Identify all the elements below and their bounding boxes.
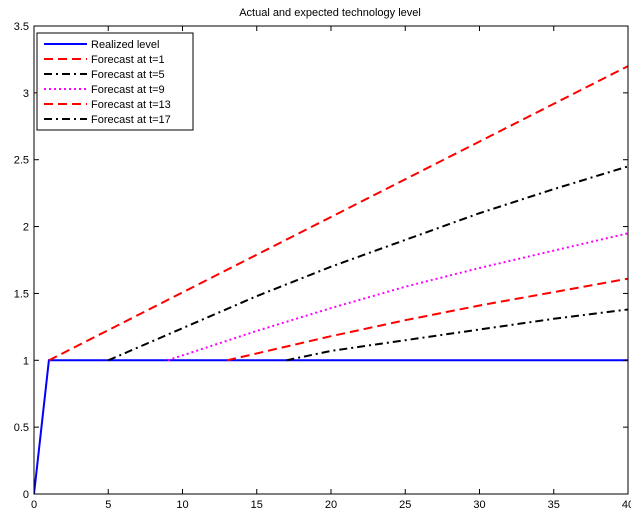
x-tick-label: 40	[622, 499, 631, 511]
legend-label-1: Forecast at t=1	[91, 54, 165, 66]
y-tick-label: 0.5	[14, 422, 29, 434]
y-tick-label: 2	[23, 222, 29, 234]
x-tick-label: 15	[251, 499, 263, 511]
series-line-5	[286, 308, 628, 362]
series-line-1	[48, 65, 628, 362]
series-line-0	[34, 359, 628, 494]
x-tick-label: 0	[31, 499, 37, 511]
x-tick-label: 5	[105, 499, 111, 511]
y-tick-label: 1	[23, 355, 29, 367]
y-tick-label: 3	[23, 88, 29, 100]
y-tick-label: 3.5	[14, 21, 29, 33]
legend-label-4: Forecast at t=13	[91, 99, 171, 111]
chart-title: Actual and expected technology level	[239, 7, 421, 19]
y-tick-label: 0	[23, 489, 29, 501]
series-line-4	[226, 277, 628, 362]
y-tick-label: 2.5	[14, 155, 29, 167]
legend-label-5: Forecast at t=17	[91, 114, 171, 126]
axes: 0 5 10 15 20 25 30 35 40 0 0.5 1 1.5 2 2.5 3 3.5	[14, 21, 631, 511]
x-tick-label: 20	[325, 499, 337, 511]
series-line-2	[107, 165, 628, 362]
x-tick-label: 25	[399, 499, 411, 511]
legend: Realized level Forecast at t=1 Forecast at…	[36, 32, 194, 131]
x-tick-label: 30	[473, 499, 485, 511]
x-tick-label: 35	[548, 499, 560, 511]
y-tick-label: 1.5	[14, 288, 29, 300]
plot-area	[34, 65, 628, 494]
x-tick-label: 10	[176, 499, 188, 511]
legend-label-3: Forecast at t=9	[91, 84, 165, 96]
series-line-3	[167, 232, 628, 362]
legend-label-2: Forecast at t=5	[91, 69, 165, 81]
legend-box	[36, 32, 194, 131]
legend-label-0: Realized level	[91, 39, 159, 51]
